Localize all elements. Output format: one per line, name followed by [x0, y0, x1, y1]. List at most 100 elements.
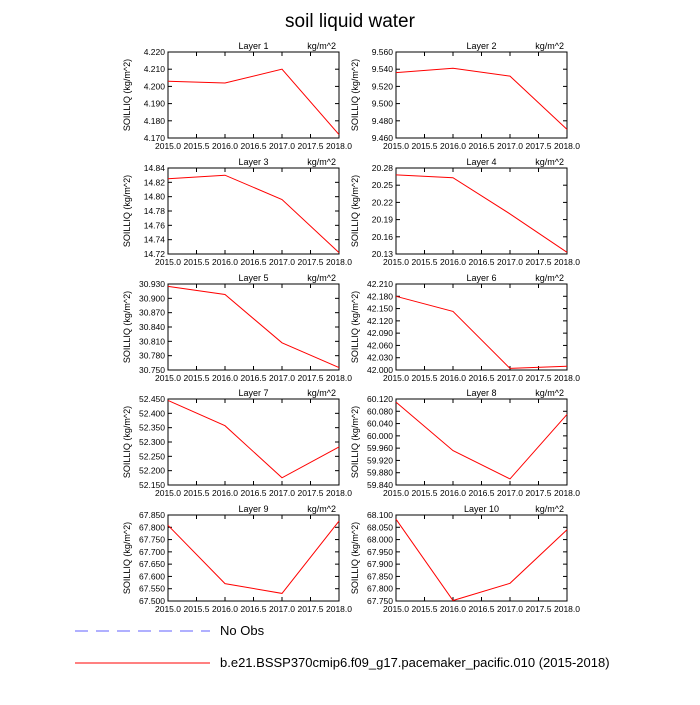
- x-tick-label: 2016.0: [440, 604, 466, 614]
- y-tick-label: 67.650: [139, 559, 165, 569]
- figure-title: soil liquid water: [285, 11, 416, 32]
- x-tick-label: 2017.5: [526, 604, 552, 614]
- x-tick-label: 2016.5: [241, 373, 267, 383]
- panel-units: kg/m^2: [535, 504, 564, 514]
- x-tick-label: 2017.0: [497, 141, 523, 151]
- panel-units: kg/m^2: [307, 388, 336, 398]
- x-tick-label: 2017.0: [269, 257, 295, 267]
- panel-units: kg/m^2: [307, 41, 336, 51]
- y-tick-label: 9.520: [372, 81, 394, 91]
- legend-label-series: b.e21.BSSP370cmip6.f09_g17.pacemaker_pac…: [220, 655, 610, 670]
- x-tick-label: 2017.5: [298, 141, 324, 151]
- y-tick-label: 67.750: [139, 535, 165, 545]
- y-tick-label: 59.920: [367, 455, 393, 465]
- x-tick-label: 2017.0: [269, 604, 295, 614]
- y-tick-label: 52.200: [139, 466, 165, 476]
- y-tick-label: 20.28: [372, 163, 394, 173]
- x-tick-label: 2016.0: [212, 488, 238, 498]
- panel-title: Layer 6: [466, 273, 496, 283]
- y-tick-label: 52.300: [139, 437, 165, 447]
- x-tick-label: 2016.5: [469, 604, 495, 614]
- series-line: [168, 286, 339, 367]
- y-axis-label: SOILLIQ (kg/m^2): [122, 59, 132, 131]
- x-tick-label: 2016.0: [440, 373, 466, 383]
- series-line: [396, 519, 567, 600]
- x-tick-label: 2018.0: [554, 488, 580, 498]
- y-tick-label: 20.25: [372, 180, 394, 190]
- panel-units: kg/m^2: [535, 273, 564, 283]
- y-tick-label: 4.200: [144, 81, 166, 91]
- y-tick-label: 30.780: [139, 351, 165, 361]
- series-line: [168, 521, 339, 593]
- x-tick-label: 2018.0: [554, 257, 580, 267]
- y-tick-label: 42.180: [367, 291, 393, 301]
- y-axis-label: SOILLIQ (kg/m^2): [122, 522, 132, 594]
- x-tick-label: 2017.5: [298, 257, 324, 267]
- x-tick-label: 2017.5: [298, 604, 324, 614]
- y-tick-label: 20.22: [372, 197, 394, 207]
- x-tick-label: 2015.5: [184, 604, 210, 614]
- y-tick-label: 67.800: [139, 522, 165, 532]
- y-tick-label: 67.600: [139, 571, 165, 581]
- panel-units: kg/m^2: [535, 41, 564, 51]
- x-tick-label: 2016.0: [440, 488, 466, 498]
- series-line: [168, 400, 339, 477]
- y-tick-label: 9.560: [372, 47, 394, 57]
- x-tick-label: 2016.5: [469, 141, 495, 151]
- panel-units: kg/m^2: [307, 273, 336, 283]
- x-tick-label: 2015.5: [184, 373, 210, 383]
- y-tick-label: 30.930: [139, 279, 165, 289]
- x-tick-label: 2017.5: [298, 488, 324, 498]
- series-line: [168, 69, 339, 134]
- y-tick-label: 52.400: [139, 408, 165, 418]
- x-tick-label: 2016.5: [469, 373, 495, 383]
- y-tick-label: 30.810: [139, 336, 165, 346]
- x-tick-label: 2015.5: [184, 257, 210, 267]
- x-tick-label: 2017.0: [269, 141, 295, 151]
- y-tick-label: 60.080: [367, 406, 393, 416]
- y-tick-label: 67.950: [367, 547, 393, 557]
- y-axis-label: SOILLIQ (kg/m^2): [350, 175, 360, 247]
- y-axis-label: SOILLIQ (kg/m^2): [122, 291, 132, 363]
- x-tick-label: 2016.5: [241, 488, 267, 498]
- x-tick-label: 2018.0: [554, 141, 580, 151]
- x-tick-label: 2018.0: [554, 373, 580, 383]
- y-tick-label: 42.120: [367, 316, 393, 326]
- y-tick-label: 52.350: [139, 423, 165, 433]
- x-tick-label: 2015.5: [412, 373, 438, 383]
- x-tick-label: 2017.0: [497, 488, 523, 498]
- panel-title: Layer 3: [238, 157, 268, 167]
- x-tick-label: 2016.0: [440, 141, 466, 151]
- x-tick-label: 2017.5: [526, 373, 552, 383]
- x-tick-label: 2017.5: [526, 488, 552, 498]
- y-tick-label: 14.80: [144, 192, 166, 202]
- y-tick-label: 9.500: [372, 99, 394, 109]
- panel-title: Layer 1: [238, 41, 268, 51]
- y-tick-label: 14.76: [144, 220, 166, 230]
- x-tick-label: 2017.0: [269, 488, 295, 498]
- y-tick-label: 30.840: [139, 322, 165, 332]
- y-tick-label: 42.090: [367, 328, 393, 338]
- y-axis-label: SOILLIQ (kg/m^2): [350, 522, 360, 594]
- plot-frame: [168, 284, 339, 370]
- y-tick-label: 60.120: [367, 394, 393, 404]
- y-tick-label: 68.050: [367, 522, 393, 532]
- y-axis-label: SOILLIQ (kg/m^2): [350, 406, 360, 478]
- x-tick-label: 2016.5: [241, 257, 267, 267]
- y-tick-label: 30.900: [139, 293, 165, 303]
- plot-frame: [396, 515, 567, 601]
- panel-title: Layer 7: [238, 388, 268, 398]
- plot-frame: [168, 52, 339, 138]
- x-tick-label: 2016.5: [241, 604, 267, 614]
- x-tick-label: 2018.0: [326, 141, 352, 151]
- x-tick-label: 2016.0: [212, 604, 238, 614]
- y-tick-label: 4.220: [144, 47, 166, 57]
